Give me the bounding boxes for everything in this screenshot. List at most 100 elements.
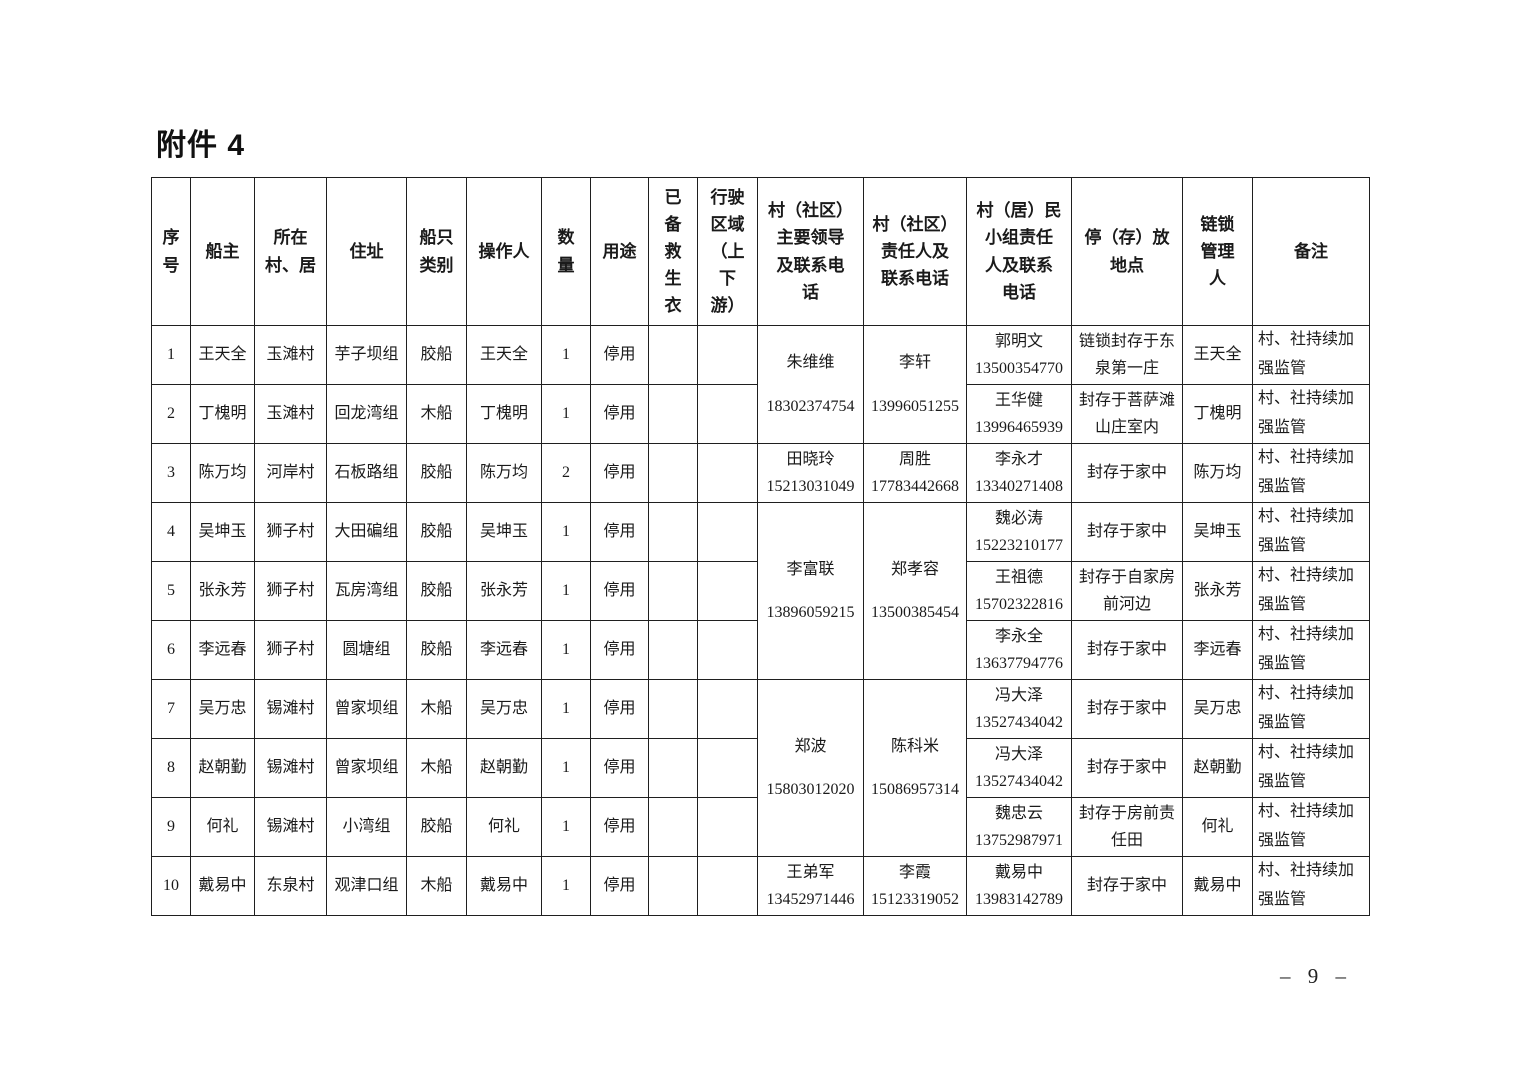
cell-area <box>697 856 758 916</box>
col-header-operator: 操作人 <box>466 177 542 326</box>
cell-qty: 2 <box>541 443 591 503</box>
cell-operator: 王天全 <box>466 325 542 385</box>
cell-usage: 停用 <box>590 325 649 385</box>
table-row: 8 赵朝勤 锡滩村 曾家坝组 木船 赵朝勤 1 停用 冯大泽 135274340… <box>151 738 1370 798</box>
cell-responsible: 郑孝容 13500385454 <box>863 502 967 680</box>
cell-area <box>697 561 758 621</box>
cell-village: 狮子村 <box>254 620 327 680</box>
cell-owner: 戴易中 <box>190 856 255 916</box>
table-row: 10 戴易中 东泉村 观津口组 木船 戴易中 1 停用 王弟军 13452971… <box>151 856 1370 916</box>
cell-operator: 陈万均 <box>466 443 542 503</box>
cell-owner: 张永芳 <box>190 561 255 621</box>
cell-address: 芋子坝组 <box>326 325 407 385</box>
cell-life-jacket <box>648 561 698 621</box>
table-row: 9 何礼 锡滩村 小湾组 胶船 何礼 1 停用 魏忠云 13752987971 … <box>151 797 1370 857</box>
cell-leader: 李富联 13896059215 <box>757 502 864 680</box>
col-header-responsible: 村（社区） 责任人及 联系电话 <box>863 177 967 326</box>
cell-seq: 4 <box>151 502 191 562</box>
header-row: 序 号 船主 所在 村、居 住址 船只 类别 操作人 数 量 用途 已 备 救 … <box>151 177 1370 326</box>
cell-usage: 停用 <box>590 561 649 621</box>
cell-seq: 10 <box>151 856 191 916</box>
cell-village: 玉滩村 <box>254 384 327 444</box>
cell-remark: 村、社持续加强监管 <box>1252 561 1370 621</box>
cell-remark: 村、社持续加强监管 <box>1252 443 1370 503</box>
table-row: 4 吴坤玉 狮子村 大田碥组 胶船 吴坤玉 1 停用 李富联 138960592… <box>151 502 1370 680</box>
cell-usage: 停用 <box>590 797 649 857</box>
cell-operator: 吴万忠 <box>466 679 542 739</box>
cell-lock-manager: 王天全 <box>1182 325 1253 385</box>
cell-area <box>697 797 758 857</box>
cell-storage: 封存于家中 <box>1071 679 1183 739</box>
cell-life-jacket <box>648 856 698 916</box>
cell-usage: 停用 <box>590 620 649 680</box>
cell-qty: 1 <box>541 738 591 798</box>
cell-seq: 6 <box>151 620 191 680</box>
cell-group-leader: 戴易中 13983142789 <box>966 856 1072 916</box>
cell-lock-manager: 丁槐明 <box>1182 384 1253 444</box>
cell-village: 狮子村 <box>254 561 327 621</box>
cell-responsible: 李轩 13996051255 <box>863 325 967 444</box>
cell-boat-type: 木船 <box>406 384 467 444</box>
cell-owner: 吴万忠 <box>190 679 255 739</box>
cell-storage: 封存于家中 <box>1071 620 1183 680</box>
cell-lock-manager: 吴万忠 <box>1182 679 1253 739</box>
col-header-address: 住址 <box>326 177 407 326</box>
cell-leader: 田晓玲 15213031049 <box>757 443 864 503</box>
col-header-qty: 数 量 <box>541 177 591 326</box>
page-title: 附件 4 <box>156 129 246 162</box>
cell-qty: 1 <box>541 797 591 857</box>
col-header-storage: 停（存）放 地点 <box>1071 177 1183 326</box>
cell-village: 东泉村 <box>254 856 327 916</box>
col-header-group-leader: 村（居）民 小组责任 人及联系 电话 <box>966 177 1072 326</box>
cell-usage: 停用 <box>590 856 649 916</box>
cell-leader: 朱维维 18302374754 <box>757 325 864 444</box>
cell-life-jacket <box>648 443 698 503</box>
cell-usage: 停用 <box>590 738 649 798</box>
cell-group-leader: 魏必涛 15223210177 <box>966 502 1072 562</box>
cell-life-jacket <box>648 679 698 739</box>
cell-area <box>697 443 758 503</box>
cell-qty: 1 <box>541 856 591 916</box>
cell-life-jacket <box>648 797 698 857</box>
cell-remark: 村、社持续加强监管 <box>1252 679 1370 739</box>
cell-owner: 赵朝勤 <box>190 738 255 798</box>
col-header-village: 所在 村、居 <box>254 177 327 326</box>
cell-address: 瓦房湾组 <box>326 561 407 621</box>
cell-lock-manager: 陈万均 <box>1182 443 1253 503</box>
cell-qty: 1 <box>541 502 591 562</box>
cell-boat-type: 胶船 <box>406 325 467 385</box>
cell-operator: 赵朝勤 <box>466 738 542 798</box>
col-header-area: 行驶 区域 （上 下 游） <box>697 177 758 326</box>
cell-life-jacket <box>648 502 698 562</box>
cell-storage: 封存于房前责任田 <box>1071 797 1183 857</box>
boat-registry-table: 序 号 船主 所在 村、居 住址 船只 类别 操作人 数 量 用途 已 备 救 … <box>151 177 1370 916</box>
col-header-seq: 序 号 <box>151 177 191 326</box>
cell-life-jacket <box>648 620 698 680</box>
cell-storage: 封存于家中 <box>1071 443 1183 503</box>
cell-address: 石板路组 <box>326 443 407 503</box>
cell-life-jacket <box>648 738 698 798</box>
cell-address: 回龙湾组 <box>326 384 407 444</box>
cell-remark: 村、社持续加强监管 <box>1252 325 1370 385</box>
col-header-remark: 备注 <box>1252 177 1370 326</box>
cell-group-leader: 冯大泽 13527434042 <box>966 738 1072 798</box>
cell-life-jacket <box>648 384 698 444</box>
cell-storage: 封存于菩萨滩山庄室内 <box>1071 384 1183 444</box>
cell-village: 锡滩村 <box>254 679 327 739</box>
cell-boat-type: 胶船 <box>406 620 467 680</box>
col-header-leader: 村（社区） 主要领导 及联系电 话 <box>757 177 864 326</box>
cell-usage: 停用 <box>590 384 649 444</box>
cell-area <box>697 679 758 739</box>
cell-boat-type: 木船 <box>406 856 467 916</box>
page-number: – 9 – <box>1280 964 1352 988</box>
cell-village: 河岸村 <box>254 443 327 503</box>
cell-village: 狮子村 <box>254 502 327 562</box>
cell-lock-manager: 张永芳 <box>1182 561 1253 621</box>
cell-seq: 5 <box>151 561 191 621</box>
cell-remark: 村、社持续加强监管 <box>1252 797 1370 857</box>
cell-seq: 9 <box>151 797 191 857</box>
cell-group-leader: 王祖德 15702322816 <box>966 561 1072 621</box>
cell-remark: 村、社持续加强监管 <box>1252 502 1370 562</box>
cell-lock-manager: 吴坤玉 <box>1182 502 1253 562</box>
cell-storage: 封存于家中 <box>1071 738 1183 798</box>
